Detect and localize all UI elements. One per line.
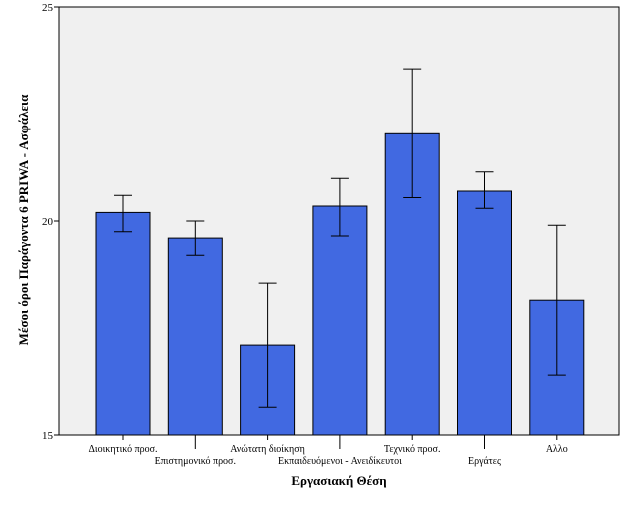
bar: [95, 211, 151, 436]
y-tick-label: 25: [42, 2, 54, 14]
x-tick-label: Εκπαιδευόμενοι - Ανειδίκευτοι: [278, 456, 402, 467]
x-tick-label: Ανώτατη διοίκηση: [230, 444, 305, 455]
y-axis-title: Μέσοι όροι Παράγοντα 6 PRIWA - Ασφάλεια: [16, 94, 31, 345]
x-tick-label: Αλλο: [546, 444, 568, 455]
x-tick-label: Διοικητικό προσ.: [88, 444, 157, 455]
bar: [457, 190, 512, 436]
x-tick-label: Εργάτες: [468, 456, 501, 467]
bar: [167, 237, 223, 436]
y-tick-label: 20: [42, 216, 54, 228]
x-tick-label: Επιστημονικό προσ.: [155, 456, 236, 467]
y-tick-label: 15: [42, 430, 54, 442]
x-axis-title: Εργασιακή Θέση: [291, 473, 386, 488]
bar: [312, 205, 368, 436]
x-tick-label: Τεχνικό προσ.: [384, 444, 441, 455]
